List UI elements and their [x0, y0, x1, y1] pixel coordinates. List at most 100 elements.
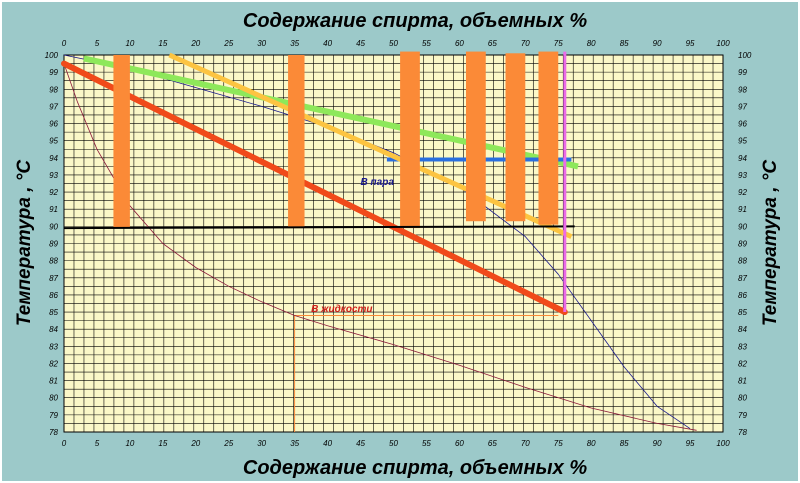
- y-tick-label-left: 92: [49, 188, 58, 197]
- y-tick-label-left: 84: [49, 325, 58, 334]
- y-tick-label-left: 95: [49, 137, 58, 146]
- x-tick-label-bottom: 65: [488, 439, 497, 448]
- x-tick-label-bottom: 30: [257, 439, 266, 448]
- ylabel-left: Температура , °С: [14, 160, 35, 326]
- ylabel-right: Температура , °С: [760, 160, 781, 326]
- x-tick-label-top: 65: [488, 39, 497, 48]
- x-tick-label-top: 35: [290, 39, 299, 48]
- y-tick-label-right: 83: [738, 342, 747, 351]
- y-tick-label-left: 97: [49, 102, 58, 111]
- x-tick-label-bottom: 45: [356, 439, 365, 448]
- x-tick-label-top: 95: [686, 39, 695, 48]
- y-tick-label-right: 85: [738, 308, 747, 317]
- y-tick-label-right: 93: [738, 171, 747, 180]
- y-tick-label-left: 91: [49, 205, 58, 214]
- x-tick-label-top: 100: [716, 39, 730, 48]
- x-tick-label-bottom: 90: [653, 439, 662, 448]
- y-tick-label-right: 81: [738, 377, 747, 386]
- x-tick-label-top: 75: [554, 39, 563, 48]
- y-tick-label-right: 100: [738, 51, 752, 60]
- y-tick-label-right: 92: [738, 188, 747, 197]
- title-bottom: Содержание спирта, объемных %: [243, 457, 587, 479]
- y-tick-label-right: 86: [738, 291, 747, 300]
- x-tick-label-top: 50: [389, 39, 398, 48]
- x-tick-label-top: 40: [323, 39, 332, 48]
- y-tick-label-right: 94: [738, 154, 747, 163]
- x-tick-label-top: 60: [455, 39, 464, 48]
- y-tick-label-right: 89: [738, 240, 747, 249]
- x-tick-label-top: 70: [521, 39, 530, 48]
- orange-line: [168, 52, 573, 239]
- y-tick-label-right: 78: [738, 428, 747, 437]
- x-tick-label-top: 10: [125, 39, 134, 48]
- y-tick-label-right: 90: [738, 222, 747, 231]
- x-tick-label-bottom: 35: [290, 439, 299, 448]
- y-tick-label-right: 98: [738, 85, 747, 94]
- x-tick-label-top: 30: [257, 39, 266, 48]
- tick-labels: 0055101015152020252530303535404045455050…: [45, 39, 752, 448]
- y-tick-label-left: 83: [49, 342, 58, 351]
- y-tick-label-left: 100: [45, 51, 59, 60]
- y-tick-label-left: 89: [49, 240, 58, 249]
- y-tick-label-left: 78: [49, 428, 58, 437]
- x-tick-label-bottom: 40: [323, 439, 332, 448]
- y-tick-label-left: 86: [49, 291, 58, 300]
- y-tick-label-left: 79: [49, 411, 58, 420]
- x-tick-label-bottom: 55: [422, 439, 431, 448]
- orange-bar: [113, 55, 130, 229]
- y-tick-label-left: 80: [49, 394, 58, 403]
- green-line: [83, 55, 579, 170]
- x-tick-label-bottom: 5: [95, 439, 100, 448]
- x-tick-label-top: 45: [356, 39, 365, 48]
- x-tick-label-bottom: 50: [389, 439, 398, 448]
- y-tick-label-right: 82: [738, 359, 747, 368]
- x-tick-label-bottom: 70: [521, 439, 530, 448]
- y-tick-label-left: 87: [49, 274, 58, 283]
- y-tick-label-right: 97: [738, 102, 747, 111]
- y-tick-label-right: 95: [738, 137, 747, 146]
- y-tick-label-right: 84: [738, 325, 747, 334]
- y-tick-label-left: 96: [49, 120, 58, 129]
- y-tick-label-right: 96: [738, 120, 747, 129]
- x-tick-label-top: 90: [653, 39, 662, 48]
- x-tick-label-bottom: 10: [125, 439, 134, 448]
- x-tick-label-top: 5: [95, 39, 100, 48]
- x-tick-label-bottom: 75: [554, 439, 563, 448]
- x-tick-label-bottom: 25: [223, 439, 233, 448]
- x-tick-label-top: 25: [223, 39, 233, 48]
- series-layer: [61, 51, 697, 432]
- x-tick-label-top: 80: [587, 39, 596, 48]
- x-tick-label-top: 20: [190, 39, 200, 48]
- y-tick-label-right: 80: [738, 394, 747, 403]
- orange-bar: [505, 53, 526, 222]
- y-tick-label-right: 91: [738, 205, 747, 214]
- x-tick-label-bottom: 20: [190, 439, 200, 448]
- plot-border: [63, 54, 724, 433]
- black-line: [63, 225, 575, 230]
- orange-bar: [400, 51, 420, 229]
- y-tick-label-right: 87: [738, 274, 747, 283]
- y-tick-label-left: 88: [49, 257, 58, 266]
- orange-bar: [288, 55, 305, 229]
- x-tick-label-bottom: 60: [455, 439, 464, 448]
- grid: [63, 54, 724, 433]
- orange-bar: [465, 51, 486, 222]
- title-top: Содержание спирта, объемных %: [243, 10, 587, 32]
- orange-bar: [538, 51, 559, 225]
- x-tick-label-bottom: 95: [686, 439, 695, 448]
- x-tick-label-bottom: 80: [587, 439, 596, 448]
- annotation-label: В жидкости: [311, 304, 372, 315]
- y-tick-label-left: 99: [49, 68, 58, 77]
- annotation-label: В пара: [361, 177, 395, 188]
- x-tick-label-bottom: 15: [158, 439, 167, 448]
- y-tick-label-left: 81: [49, 377, 58, 386]
- x-tick-label-top: 0: [62, 39, 67, 48]
- y-tick-label-right: 79: [738, 411, 747, 420]
- x-tick-label-bottom: 100: [716, 439, 730, 448]
- y-tick-label-left: 94: [49, 154, 58, 163]
- x-tick-label-top: 85: [620, 39, 629, 48]
- y-tick-label-left: 82: [49, 359, 58, 368]
- y-tick-label-left: 90: [49, 222, 58, 231]
- y-tick-label-left: 85: [49, 308, 58, 317]
